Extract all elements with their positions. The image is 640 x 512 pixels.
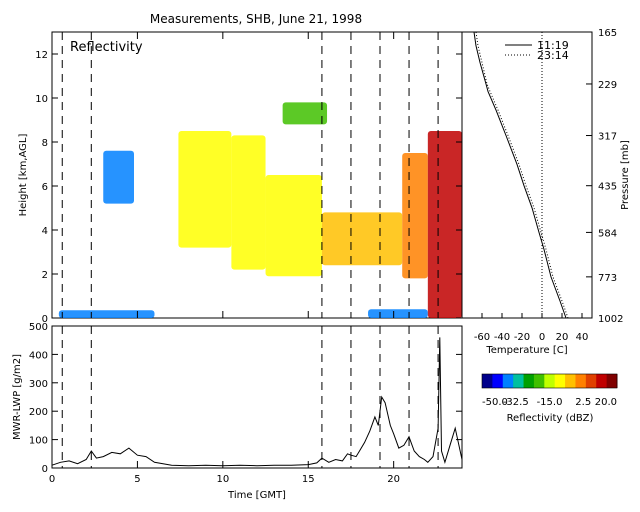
sounding-pressure-tick-label: 584 xyxy=(598,228,617,239)
sounding-y-axis-label: Pressure [mb] xyxy=(620,140,631,210)
sounding-temperature-ticks: -60 -40 -20 0 20 40 xyxy=(474,313,589,343)
lwp-y-ticks: 0 100 200 300 400 500 xyxy=(29,322,462,475)
lwp-series-line xyxy=(51,337,463,467)
sounding-temperature-tick-label: -40 xyxy=(494,332,510,343)
lwp-y-tick-label: 200 xyxy=(29,407,48,418)
lwp-x-tick-label: 5 xyxy=(134,474,140,485)
sounding-pressure-tick-label: 435 xyxy=(598,182,617,193)
colorbar-frame xyxy=(481,373,618,389)
lwp-y-tick-label: 300 xyxy=(29,379,48,390)
colorbar-gradient xyxy=(482,374,618,388)
lwp-plot-area xyxy=(51,325,463,469)
colorbar-tick-label: 20.0 xyxy=(595,397,617,408)
echo-region-2 xyxy=(178,131,232,248)
sounding-pressure-tick-label: 1002 xyxy=(598,314,623,325)
lwp-y-tick-label: 400 xyxy=(29,350,48,361)
reflectivity-panel-label: Reflectivity xyxy=(70,40,143,55)
lwp-x-ticks: 0 5 10 15 20 xyxy=(49,461,400,485)
colorbar-cell-0 xyxy=(482,374,493,388)
lwp-y-tick-label: 500 xyxy=(29,322,48,333)
echo-region-0 xyxy=(58,310,155,318)
sounding-pressure-tick-label: 229 xyxy=(598,80,617,91)
colorbar-label: Reflectivity (dBZ) xyxy=(507,413,594,424)
reflectivity-y-tick-label: 12 xyxy=(35,50,48,61)
sounding-pressure-tick-label: 773 xyxy=(598,273,617,284)
lwp-vertical-lines xyxy=(61,326,439,468)
lwp-x-axis-label: Time [GMT] xyxy=(227,490,286,501)
reflectivity-y-tick-label: 0 xyxy=(42,314,48,325)
lwp-x-tick-label: 0 xyxy=(49,474,55,485)
sounding-x-axis-label: Temperature [C] xyxy=(485,345,567,356)
colorbar-cell-4 xyxy=(523,374,535,388)
lwp-y-axis-label: MWR-LWP [g/m2] xyxy=(12,354,23,440)
sounding-temperature-tick-label: -20 xyxy=(514,332,530,343)
reflectivity-y-tick-label: 8 xyxy=(42,138,48,149)
sounding-series xyxy=(473,31,569,319)
reflectivity-x-ticks xyxy=(51,32,395,318)
reflectivity-y-axis-label: Height [km,AGL] xyxy=(18,134,29,217)
sounding-pressure-tick-label: 165 xyxy=(598,28,617,39)
chart-title: Measurements, SHB, June 21, 1998 xyxy=(150,12,362,26)
colorbar-cell-12 xyxy=(606,374,618,388)
sounding-temperature-tick-label: 20 xyxy=(556,332,569,343)
lwp-x-tick-label: 20 xyxy=(387,474,400,485)
legend-entry-23-14: 23:14 xyxy=(537,49,569,62)
sounding-temperature-tick-label: 40 xyxy=(576,332,589,343)
colorbar-tick-label: -15.0 xyxy=(537,397,563,408)
sounding-pressure-tick-label: 317 xyxy=(598,132,617,143)
colorbar-cell-8 xyxy=(565,374,576,388)
colorbar-cell-5 xyxy=(533,374,545,388)
reflectivity-y-tick-label: 2 xyxy=(42,270,48,281)
echo-region-6 xyxy=(321,212,403,266)
echo-region-4 xyxy=(265,175,322,277)
lwp-y-tick-label: 0 xyxy=(42,464,48,475)
echo-region-8 xyxy=(402,153,428,279)
reflectivity-vertical-lines xyxy=(61,32,439,318)
colorbar-cell-3 xyxy=(513,374,525,388)
colorbar-cell-11 xyxy=(596,374,608,388)
lwp-x-tick-label: 10 xyxy=(216,474,229,485)
reflectivity-y-tick-label: 4 xyxy=(42,226,48,237)
reflectivity-y-tick-label: 6 xyxy=(42,182,48,193)
colorbar-cell-6 xyxy=(544,374,556,388)
colorbar-tick-label: -50.0 xyxy=(482,397,508,408)
echo-region-7 xyxy=(368,309,428,318)
reflectivity-y-ticks: 0 2 4 6 8 10 12 xyxy=(35,50,462,325)
lwp-panel: 0 100 200 300 400 500 0 5 10 15 20 Time [GMT] MWR… xyxy=(12,322,463,501)
echo-region-9 xyxy=(427,131,462,318)
sounding-temperature-tick-label: 0 xyxy=(539,332,545,343)
sounding-series-line-0 xyxy=(473,31,567,319)
colorbar-tick-label: -32.5 xyxy=(503,397,529,408)
colorbar-cell-1 xyxy=(492,374,504,388)
echo-region-1 xyxy=(103,150,134,204)
sounding-plot-area xyxy=(461,31,593,319)
lwp-x-tick-label: 15 xyxy=(302,474,315,485)
reflectivity-panel: 0 2 4 6 8 10 12 Reflectivity Height [km,AGL] xyxy=(18,31,463,325)
sounding-panel: 165 229 317 435 584 773 1002 -60 -40 -20 0 20 40 11… xyxy=(461,28,631,356)
colorbar: -50.0-32.5 -15.0 2.5 20.0 Reflectivity (dBZ… xyxy=(481,373,618,424)
lwp-y-tick-label: 100 xyxy=(29,436,48,447)
echo-region-3 xyxy=(231,135,266,270)
reflectivity-y-tick-label: 10 xyxy=(35,94,48,105)
colorbar-cell-7 xyxy=(554,374,566,388)
echo-region-5 xyxy=(282,102,328,125)
colorbar-cell-2 xyxy=(502,374,514,388)
legend-entry-11-19: 11:19 xyxy=(537,39,569,52)
colorbar-cell-10 xyxy=(585,374,597,388)
colorbar-cell-9 xyxy=(575,374,587,388)
colorbar-ticks: -50.0-32.5 -15.0 2.5 20.0 xyxy=(482,397,617,408)
reflectivity-echo-layer xyxy=(58,102,462,318)
sounding-pressure-ticks: 165 229 317 435 584 773 1002 xyxy=(586,28,623,325)
sounding-temperature-tick-label: -60 xyxy=(474,332,490,343)
colorbar-tick-label: 2.5 xyxy=(575,397,591,408)
